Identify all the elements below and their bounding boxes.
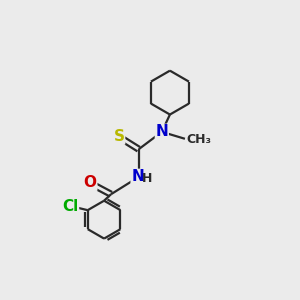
Text: O: O <box>84 175 97 190</box>
Text: N: N <box>131 169 144 184</box>
Text: H: H <box>142 172 152 185</box>
Text: CH₃: CH₃ <box>186 134 211 146</box>
Text: N: N <box>155 124 168 140</box>
Text: S: S <box>114 129 124 144</box>
Text: Cl: Cl <box>62 199 79 214</box>
